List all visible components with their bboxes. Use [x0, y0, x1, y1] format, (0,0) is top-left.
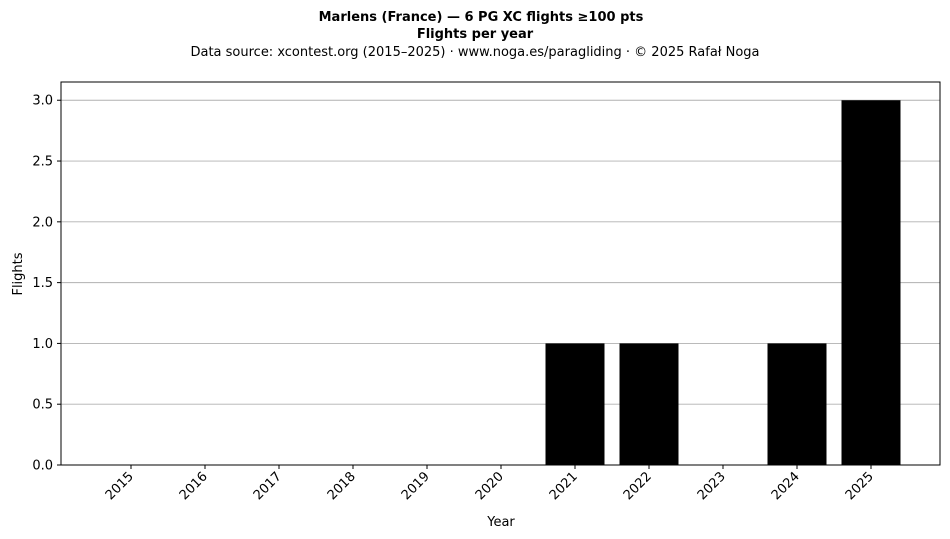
y-tick-label: 2.0 [32, 215, 53, 230]
x-tick-label: 2018 [325, 469, 359, 503]
bar-2024 [767, 343, 827, 465]
y-tick-label: 0.5 [32, 398, 53, 413]
chart-title: Marlens (France) — 6 PG XC flights ≥100 … [319, 10, 644, 25]
x-tick-label: 2023 [695, 469, 729, 503]
y-tick-label: 1.5 [32, 276, 53, 291]
x-tick-label: 2016 [177, 469, 211, 503]
x-tick-label: 2024 [769, 469, 803, 503]
y-tick-label: 1.0 [32, 337, 53, 352]
bar-2022 [619, 343, 679, 465]
y-tick-label: 0.0 [32, 459, 53, 474]
x-axis-label: Year [486, 515, 515, 530]
y-tick-label: 3.0 [32, 94, 53, 109]
grid-lines [61, 99, 940, 466]
x-tick-label: 2019 [399, 469, 433, 503]
x-tick-label: 2015 [103, 469, 137, 503]
y-axis-ticks: 0.0 0.5 1.0 1.5 2.0 2.5 3.0 [32, 94, 61, 474]
x-axis-ticks: 2015 2016 2017 2018 2019 2020 2021 2022 2023 2024… [103, 465, 877, 503]
x-tick-label: 2025 [843, 469, 877, 503]
bar-2025 [841, 100, 901, 465]
chart-source-note: Data source: xcontest.org (2015–2025) · … [190, 45, 759, 60]
bars [545, 100, 901, 465]
x-tick-label: 2021 [547, 469, 581, 503]
x-tick-label: 2017 [251, 469, 285, 503]
y-tick-label: 2.5 [32, 155, 53, 170]
bar-2021 [545, 343, 605, 465]
x-tick-label: 2022 [621, 469, 655, 503]
y-axis-label: Flights [11, 252, 26, 295]
chart-subtitle: Flights per year [417, 27, 534, 42]
x-tick-label: 2020 [473, 469, 507, 503]
